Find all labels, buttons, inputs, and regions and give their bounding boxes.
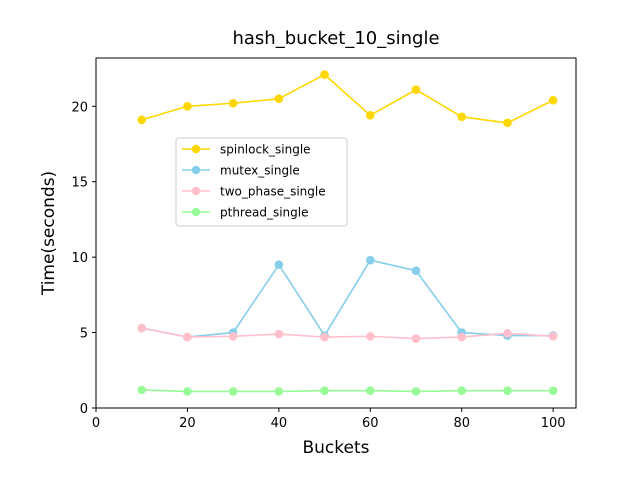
data-point: [137, 115, 147, 125]
legend-box: [175, 137, 348, 227]
series-line: [141, 73, 554, 124]
data-point: [411, 387, 421, 396]
legend-item: spinlock_single: [182, 143, 311, 157]
legend-item: mutex_single: [182, 164, 300, 178]
data-point: [365, 386, 375, 395]
legend-marker: [191, 186, 201, 196]
data-point: [457, 386, 467, 395]
x-axis: 0 20 40 60 80 100: [92, 408, 566, 431]
data-point: [503, 118, 512, 128]
x-tick-label: 0: [92, 416, 100, 431]
legend-marker: [191, 207, 201, 217]
data-point: [274, 94, 284, 104]
data-point: [137, 323, 147, 333]
legend-label: mutex_single: [220, 164, 300, 178]
data-point: [411, 85, 421, 94]
y-tick-label: 5: [80, 327, 88, 342]
data-point: [365, 111, 375, 120]
x-tick-label: 100: [541, 416, 566, 431]
data-point: [183, 332, 192, 342]
y-axis-title: Time(seconds): [39, 171, 59, 296]
data-point: [228, 332, 238, 341]
series-pthread_single: [137, 385, 558, 396]
series-line: [141, 327, 554, 340]
y-tick-label: 15: [71, 176, 88, 191]
data-point: [274, 329, 284, 339]
data-point: [365, 332, 375, 341]
series-two_phase_single: [137, 323, 558, 343]
data-point: [320, 332, 329, 342]
legend-label: spinlock_single: [220, 143, 311, 157]
chart-title: hash_bucket_10_single: [232, 28, 439, 49]
data-point: [228, 98, 238, 108]
y-tick-label: 20: [71, 100, 88, 115]
series-line: [141, 389, 554, 393]
data-point: [411, 334, 421, 343]
y-tick-label: 0: [80, 402, 88, 417]
plot-frame: [95, 57, 577, 409]
legend-marker: [191, 144, 201, 154]
series-line: [141, 259, 554, 338]
data-point: [365, 255, 375, 265]
data-point: [183, 101, 192, 111]
data-point: [274, 260, 284, 269]
x-tick-label: 60: [362, 416, 379, 431]
x-axis-title: Buckets: [302, 438, 369, 458]
y-tick-label: 10: [71, 251, 88, 266]
data-point: [411, 266, 421, 276]
data-point: [457, 112, 467, 122]
data-point: [320, 386, 329, 395]
x-tick-label: 40: [271, 416, 288, 431]
legend-item: pthread_single: [182, 206, 308, 220]
x-tick-label: 80: [453, 416, 470, 431]
legend-marker: [191, 165, 201, 175]
data-point: [137, 385, 147, 395]
plot-area: [137, 70, 558, 396]
data-point: [320, 70, 329, 79]
data-point: [228, 387, 238, 396]
series-mutex_single: [137, 255, 558, 342]
y-axis: 0 5 10 15 20: [71, 100, 96, 417]
data-point: [503, 329, 512, 338]
x-tick-label: 20: [179, 416, 196, 431]
legend-item: two_phase_single: [182, 185, 326, 199]
series-spinlock_single: [137, 70, 558, 128]
data-point: [548, 386, 558, 395]
data-point: [183, 387, 192, 396]
data-point: [457, 332, 467, 342]
legend-label: pthread_single: [220, 206, 308, 220]
legend-label: two_phase_single: [220, 185, 326, 199]
data-point: [548, 332, 558, 341]
data-point: [274, 387, 284, 396]
legend: spinlock_single mutex_single two_phase_sin…: [175, 137, 348, 227]
data-point: [503, 386, 512, 395]
data-point: [548, 95, 558, 105]
